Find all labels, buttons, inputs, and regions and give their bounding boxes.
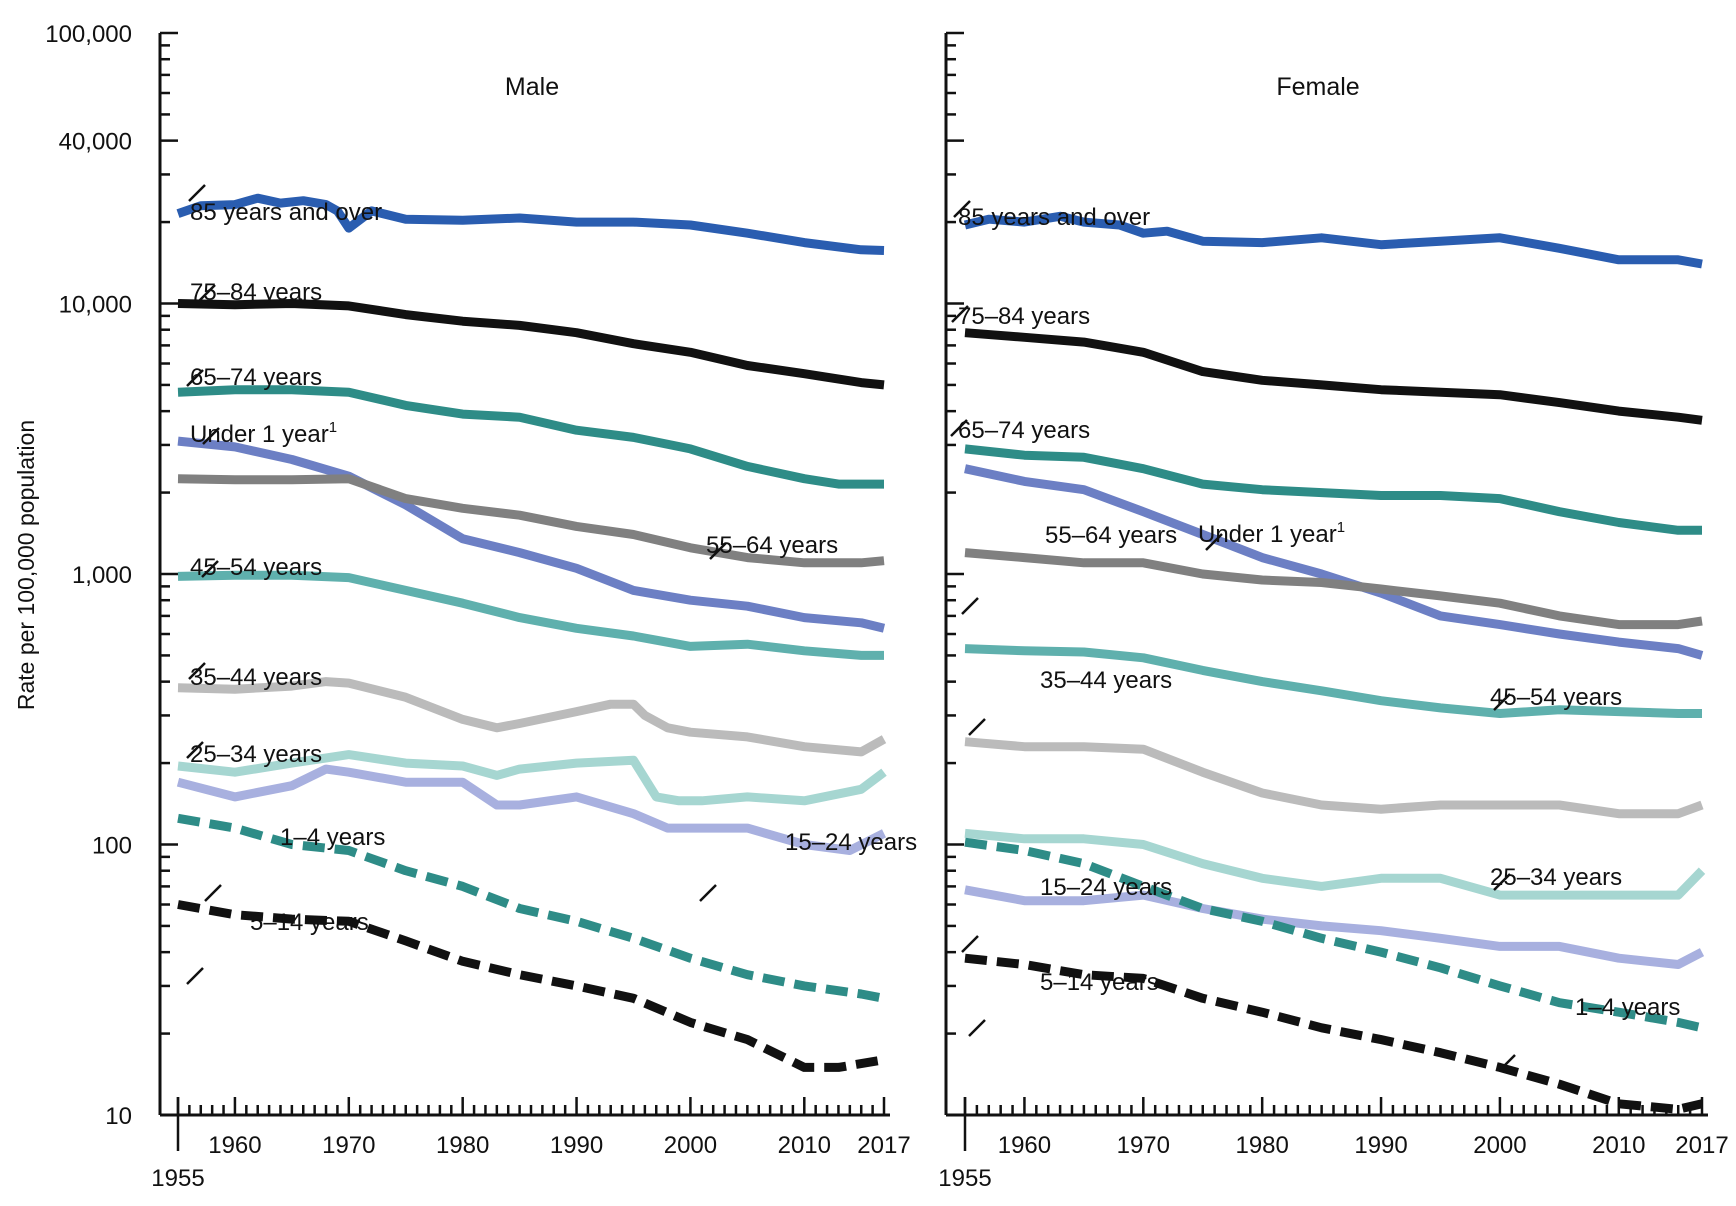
female-series-leader-1 [951,305,969,323]
female-x-tick-label: 1990 [1354,1132,1407,1159]
female-series-leader-5 [1493,693,1511,711]
male-series-line-10 [177,900,885,1072]
y-tick-label: 40,000 [59,129,132,156]
male-series-leader-7 [186,741,204,759]
female-x-tick-label: 2017 [1675,1132,1728,1159]
female-series-label-4: 55–64 years [1045,522,1177,549]
series-layer [176,193,1706,1114]
male-series-label-1: 75–84 years [190,279,322,306]
male-series-leader-4 [709,542,727,560]
y-tick-label: 10 [105,1103,132,1130]
male-series-leader-1 [198,284,216,302]
male-series-label-8: 15–24 years [785,829,917,856]
y-tick-label: 10,000 [59,292,132,319]
female-x-tick-label: 2000 [1473,1132,1526,1159]
female-series-line-10 [964,953,1704,1114]
male-series-leader-8 [699,884,717,902]
female-series-line-7 [964,828,1706,900]
female-series-leader-4 [961,597,979,615]
female-series-label-6: 35–44 years [1040,667,1172,694]
female-x-tick-label: 2010 [1592,1132,1645,1159]
male-series-label-2: 65–74 years [190,364,322,391]
male-series-leader-0 [188,184,206,202]
male-series-label-6: 35–44 years [190,664,322,691]
female-x-tick-label: 1970 [1117,1132,1170,1159]
female-panel-title: Female [1276,73,1359,101]
female-series-label-5: 45–54 years [1490,684,1622,711]
male-x-tick-label: 1960 [208,1132,261,1159]
female-series-leader-3 [1205,533,1223,551]
female-series-line-6 [964,737,1704,819]
female-series-label-8: 15–24 years [1040,874,1172,901]
male-series-leader-2 [186,369,204,387]
y-tick-label: 1,000 [72,562,132,589]
male-series-line-6 [177,677,887,757]
axes-layer [158,31,1708,1151]
female-series-leader-8 [961,935,979,953]
female-series-line-8 [964,885,1705,969]
female-x-tick-label: 1960 [998,1132,1051,1159]
female-series-label-7: 25–34 years [1490,864,1622,891]
male-x-tick-label: 2010 [778,1132,831,1159]
male-series-line-8 [176,764,887,855]
male-x-tick-label: 1970 [322,1132,375,1159]
male-x-tick-label: 1955 [151,1165,204,1192]
female-series-leader-6 [968,718,986,736]
male-x-tick-label: 2000 [664,1132,717,1159]
male-series-line-7 [177,750,887,806]
footnote-marker: 1 [1337,519,1345,536]
male-series-line-1 [177,299,885,390]
female-x-tick-label: 1955 [938,1165,991,1192]
y-axis-label: Rate per 100,000 population [13,420,39,710]
female-series-label-2: 65–74 years [958,417,1090,444]
female-series-leader-9 [1498,1054,1516,1072]
female-series-leader-0 [953,200,971,218]
labels-layer: Male101001,00010,00040,000100,0001955196… [45,21,1728,1192]
male-panel-title: Male [505,73,559,101]
female-x-tick-label: 1980 [1235,1132,1288,1159]
footnote-marker: 1 [329,419,337,436]
male-series-label-7: 25–34 years [190,741,322,768]
male-series-label-0: 85 years and over [190,199,382,226]
y-tick-label: 100 [92,833,132,860]
male-series-leader-5 [201,560,219,578]
female-series-line-2 [964,444,1702,535]
male-series-label-9: 1–4 years [280,824,385,851]
female-series-leader-10 [968,1019,986,1037]
male-series-line-4 [177,474,885,568]
female-series-leader-7 [1493,873,1511,891]
male-x-tick-label: 1990 [550,1132,603,1159]
male-series-label-10: 5–14 years [250,909,369,936]
male-series-leader-6 [188,662,206,680]
male-series-leader-9 [204,884,222,902]
female-series-label-1: 75–84 years [958,303,1090,330]
male-x-tick-label: 2017 [857,1132,910,1159]
female-series-line-4 [964,548,1703,630]
female-series-label-3: Under 1 year1 [1198,519,1345,548]
y-tick-label: 100,000 [45,21,132,48]
male-series-line-3 [177,436,886,633]
male-series-leader-10 [186,967,204,985]
male-series-line-2 [177,385,884,489]
female-series-line-5 [964,644,1702,718]
male-series-label-4: 55–64 years [706,532,838,559]
female-series-label-10: 5–14 years [1040,969,1159,996]
male-series-label-3: Under 1 year1 [190,419,337,448]
female-series-leader-2 [950,419,968,437]
female-series-label-0: 85 years and over [958,204,1150,231]
female-series-line-9 [964,837,1703,1033]
female-series-label-9: 1–4 years [1575,994,1680,1021]
male-series-line-9 [177,813,885,1003]
male-x-tick-label: 1980 [436,1132,489,1159]
male-series-label-5: 45–54 years [190,554,322,581]
male-series-line-0 [176,193,885,255]
male-series-leader-3 [202,427,220,445]
female-series-line-0 [963,211,1703,269]
male-series-line-5 [177,570,884,660]
female-series-line-1 [964,328,1703,425]
